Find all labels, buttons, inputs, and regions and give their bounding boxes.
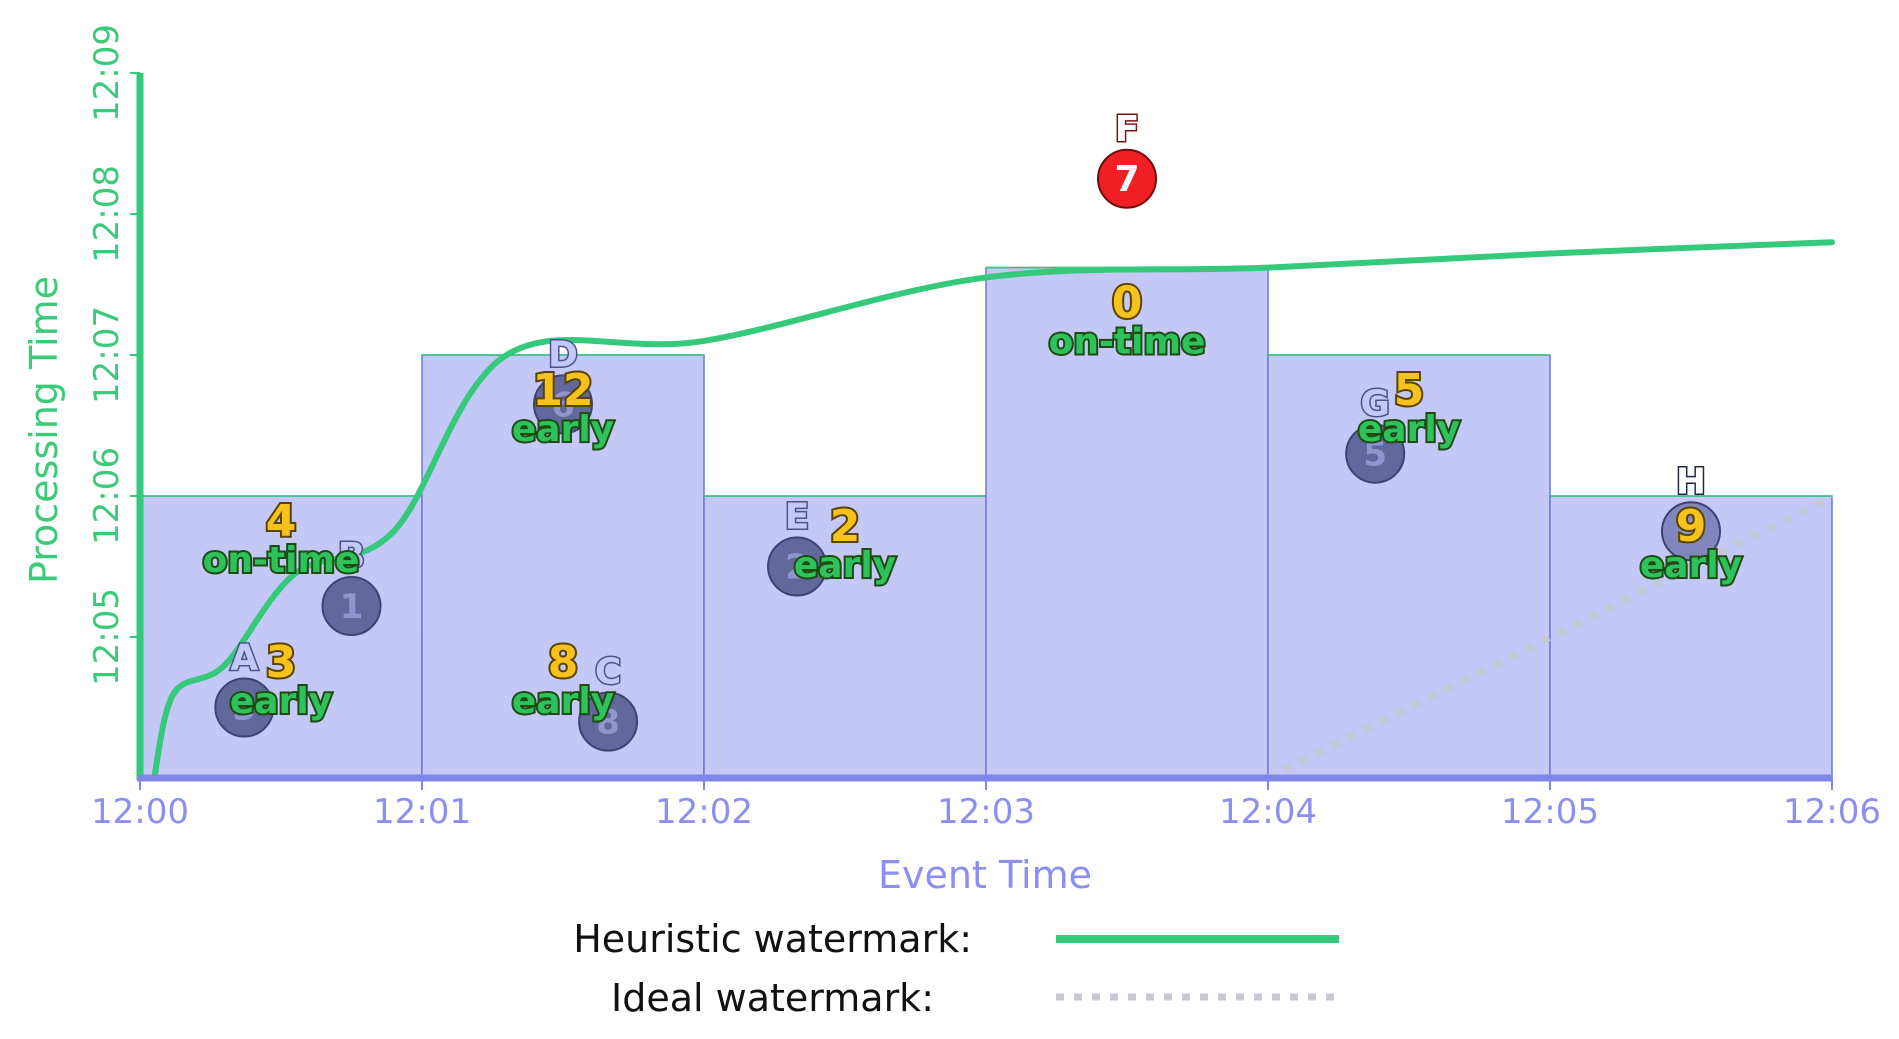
pane-count-7: 9: [1676, 501, 1707, 552]
data-point-value-g: 5: [1363, 435, 1387, 475]
y-tick-label-2: 12:07: [87, 306, 127, 404]
heuristic-watermark-layer: [151, 239, 1835, 781]
data-point-label-e: E: [785, 497, 810, 538]
data-point-circle-c: [578, 691, 639, 752]
pane-labels-layer: 3early4on-time8early12early2early0on-tim…: [201, 276, 1745, 724]
data-point-label-a: A: [230, 638, 258, 679]
data-point-circle-g: [1345, 423, 1406, 484]
data-point-label-f: F: [1115, 109, 1140, 150]
pane-count-0: 3: [266, 637, 297, 688]
data-point-label-b: B: [338, 536, 365, 577]
x-tick-label-0: 12:00: [91, 792, 189, 832]
data-point-value-h: 9: [1679, 512, 1703, 552]
pane-count-6: 5: [1394, 365, 1425, 416]
x-tick-label-1: 12:01: [373, 792, 471, 832]
data-point-value-a: 3: [233, 689, 257, 729]
data-point-b: 1B: [321, 534, 382, 636]
legend: Heuristic watermark: Ideal watermark:: [573, 917, 1339, 1020]
data-point-d: 6D: [533, 333, 593, 435]
data-point-circle-f: [1097, 148, 1157, 209]
data-point-label-d: D: [548, 334, 578, 375]
pane-timing-2: early: [512, 681, 614, 722]
data-point-g: 5G: [1345, 382, 1406, 484]
data-point-circle-a: [214, 677, 275, 738]
data-point-c: 8C: [578, 650, 639, 752]
legend-ideal-label: Ideal watermark:: [611, 976, 934, 1020]
data-point-label-g: G: [1360, 384, 1390, 425]
data-point-value-f: 7: [1114, 159, 1139, 200]
pane-timing-4: early: [794, 545, 896, 586]
y-tick-label-0: 12:05: [87, 588, 127, 686]
heuristic-watermark-curve: [151, 239, 1835, 781]
axes-layer: 12:00 12:01 12:02 12:03 12:04 12:05 12:06 12:05…: [87, 24, 1881, 832]
pane-count-2: 8: [548, 637, 579, 688]
pane-timing-1: on-time: [203, 540, 360, 581]
x-tick-label-5: 12:05: [1501, 792, 1599, 832]
legend-heuristic-label: Heuristic watermark:: [573, 917, 972, 961]
pane-timing-5: on-time: [1049, 322, 1206, 363]
data-point-value-e: 2: [785, 548, 809, 588]
data-point-a: 3A: [214, 636, 275, 738]
data-point-value-d: 6: [551, 385, 575, 425]
pane-rect-5: [985, 266, 1269, 779]
data-point-circle-d: [533, 374, 593, 435]
ideal-watermark-layer: [1266, 492, 1834, 782]
y-tick-label-4: 12:09: [87, 24, 127, 122]
x-tick-label-2: 12:02: [655, 792, 753, 832]
pane-timing-0: early: [230, 681, 332, 722]
data-point-circle-h: [1661, 501, 1721, 562]
data-point-circle-b: [321, 575, 382, 636]
x-tick-label-3: 12:03: [937, 792, 1035, 832]
y-axis-title: Processing Time: [22, 276, 66, 584]
data-point-value-c: 8: [596, 703, 620, 743]
x-tick-label-6: 12:06: [1783, 792, 1881, 832]
pane-count-1: 4: [266, 496, 297, 547]
data-point-label-h: H: [1676, 461, 1706, 502]
ideal-watermark-line: [1266, 492, 1834, 782]
pane-count-3: 12: [532, 365, 593, 416]
pane-timing-3: early: [512, 409, 614, 450]
y-tick-label-1: 12:06: [87, 447, 127, 545]
pane-timing-6: early: [1358, 409, 1460, 450]
data-point-e: 2E: [767, 495, 828, 597]
panes-layer: [139, 266, 1833, 779]
data-point-value-b: 1: [340, 587, 364, 627]
pane-count-4: 2: [830, 501, 861, 552]
pane-label-5: 0on-time: [1047, 276, 1208, 365]
x-tick-label-4: 12:04: [1219, 792, 1317, 832]
x-axis-title: Event Time: [878, 853, 1092, 897]
pane-rect-6: [1267, 354, 1551, 779]
data-point-label-c: C: [595, 652, 621, 693]
y-tick-label-3: 12:08: [87, 165, 127, 263]
pane-timing-7: early: [1640, 545, 1742, 586]
data-point-h: 9H: [1661, 460, 1721, 562]
pane-rect-4: [703, 495, 987, 779]
data-point-circle-e: [767, 536, 828, 597]
pane-label-1: 4on-time: [201, 494, 362, 583]
pane-count-5: 0: [1112, 278, 1143, 329]
data-point-f: 7F: [1097, 107, 1157, 209]
